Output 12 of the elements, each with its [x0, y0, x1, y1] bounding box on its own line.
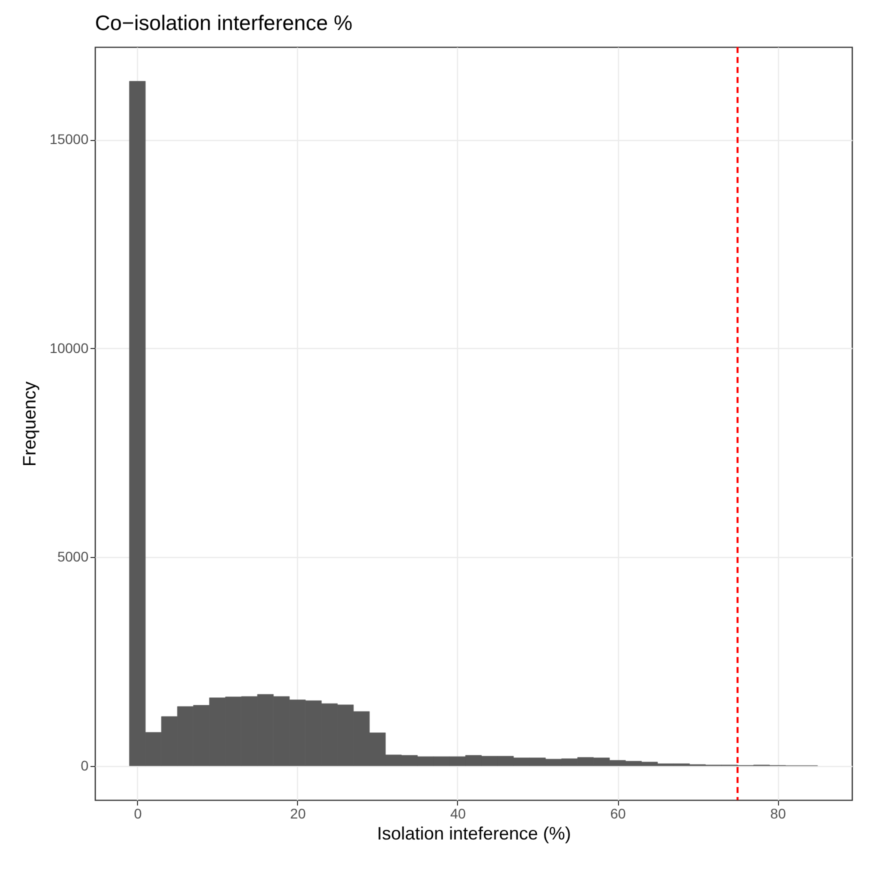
y-tick-label: 15000: [50, 131, 89, 148]
chart-title: Co−isolation interference %: [95, 12, 352, 35]
y-tick-label: 10000: [50, 340, 89, 356]
y-tick-label: 0: [80, 757, 89, 774]
x-tick-label: 40: [450, 806, 466, 822]
x-tick-label: 20: [290, 806, 306, 822]
x-tick-label: 80: [770, 806, 786, 822]
x-tick-label: 0: [134, 806, 142, 822]
y-tick-label: 5000: [57, 548, 89, 565]
y-axis-title: Frequency: [20, 381, 40, 467]
x-axis-title: Isolation inteference (%): [376, 824, 572, 844]
x-tick-label: 60: [610, 806, 626, 822]
